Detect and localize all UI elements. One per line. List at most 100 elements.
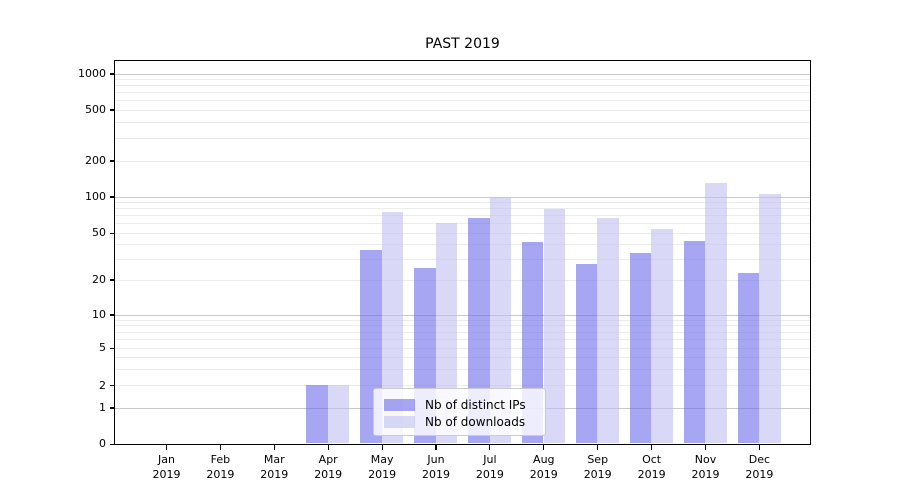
x-tick-label-nov: Nov 2019 (683, 452, 729, 482)
bar-downloads-jul (489, 196, 512, 444)
bar-distinct-ips-dec (737, 272, 760, 444)
gridline-y-90 (115, 202, 810, 204)
x-tick-mark-jun (435, 445, 437, 450)
x-tick-year: 2019 (152, 468, 181, 481)
gridline-y-80 (115, 208, 810, 210)
y-tick-mark-10 (109, 314, 114, 316)
bar-downloads-oct (651, 228, 673, 444)
gridline-y-10 (115, 314, 810, 316)
x-tick-label-sep: Sep 2019 (575, 452, 621, 482)
y-tick-mark-20 (109, 279, 114, 281)
x-tick-label-jun: Jun 2019 (413, 452, 459, 482)
x-tick-mark-jul (489, 445, 491, 450)
gridline-y-30 (115, 259, 810, 261)
bar-distinct-ips-nov (683, 240, 706, 444)
x-tick-year: 2019 (529, 468, 558, 481)
x-tick-label-dec: Dec 2019 (736, 452, 782, 482)
x-tick-mark-dec (758, 445, 760, 450)
x-tick-mark-oct (651, 445, 653, 450)
x-tick-mark-aug (543, 445, 545, 450)
gridline-y-1000 (115, 73, 810, 75)
x-tick-label-may: May 2019 (359, 452, 405, 482)
y-tick-mark-2 (109, 385, 114, 387)
gridline-y-400 (115, 122, 810, 124)
x-tick-year: 2019 (583, 468, 612, 481)
gridline-y-500 (115, 109, 810, 111)
y-tick-mark-500 (109, 109, 114, 111)
x-tick-month: Mar (263, 453, 285, 466)
y-tick-label-2: 2 (99, 378, 106, 392)
x-tick-month: Oct (642, 453, 662, 466)
x-tick-mark-mar (273, 445, 275, 450)
x-tick-month: Jul (483, 453, 497, 466)
x-tick-mark-nov (704, 445, 707, 450)
x-tick-year: 2019 (206, 468, 235, 481)
y-tick-mark-1000 (109, 73, 114, 75)
y-tick-label-100: 100 (85, 190, 106, 203)
legend-swatch-downloads (384, 416, 415, 428)
x-tick-year: 2019 (745, 468, 774, 481)
bar-distinct-ips-jul (468, 217, 490, 444)
x-tick-label-oct: Oct 2019 (629, 452, 675, 482)
gridline-y-20 (115, 279, 810, 281)
gridline-y-6 (115, 339, 810, 341)
legend-item-distinct-ips: Nb of distinct IPs (384, 398, 526, 412)
gridline-y-600 (115, 100, 810, 102)
bar-distinct-ips-apr (306, 385, 328, 444)
gridline-y-7 (115, 331, 810, 333)
gridline-y-40 (115, 244, 810, 246)
legend-label-downloads: Nb of downloads (425, 415, 526, 429)
x-tick-year: 2019 (422, 468, 450, 481)
bar-distinct-ips-sep (575, 264, 598, 444)
bar-downloads-apr (327, 385, 350, 444)
x-tick-year: 2019 (475, 468, 504, 481)
legend-item-downloads: Nb of downloads (384, 415, 525, 429)
y-tick-label-10: 10 (92, 308, 106, 321)
x-tick-month: Jun (427, 453, 445, 466)
gridline-y-900 (115, 79, 810, 81)
gridline-y-60 (115, 223, 810, 225)
y-tick-label-200: 200 (85, 154, 106, 167)
y-tick-mark-200 (109, 160, 114, 162)
y-tick-mark-50 (109, 232, 114, 234)
bar-downloads-dec (759, 194, 781, 444)
x-tick-year: 2019 (691, 468, 720, 481)
y-tick-label-0: 0 (99, 437, 106, 451)
x-tick-month: Dec (748, 453, 771, 466)
x-tick-year: 2019 (314, 468, 343, 481)
x-tick-month: Aug (533, 453, 555, 466)
bar-distinct-ips-oct (629, 252, 652, 444)
x-tick-month: May (370, 453, 394, 466)
gridline-y-700 (115, 92, 810, 94)
x-tick-month: Nov (694, 453, 717, 466)
x-tick-mark-may (381, 445, 383, 450)
x-tick-mark-apr (327, 445, 329, 450)
bar-downloads-may (381, 212, 404, 444)
y-tick-label-1: 1 (99, 401, 106, 414)
legend-swatch-distinct-ips (384, 399, 415, 411)
x-tick-month: Sep (587, 453, 609, 466)
gridline-y-100 (115, 196, 810, 198)
bar-downloads-nov (705, 183, 727, 444)
y-tick-mark-1 (109, 407, 114, 409)
gridline-y-800 (115, 85, 810, 87)
legend-label-distinct-ips: Nb of distinct IPs (425, 398, 526, 412)
chart-title: PAST 2019 (425, 36, 500, 52)
gridline-y-70 (115, 215, 810, 217)
x-tick-label-jan: Jan 2019 (144, 452, 190, 482)
bar-downloads-sep (597, 217, 619, 444)
gridline-y-4 (115, 357, 810, 359)
x-tick-year: 2019 (637, 468, 666, 481)
y-tick-label-50: 50 (92, 226, 106, 240)
gridline-y-3 (115, 368, 810, 370)
y-tick-label-20: 20 (92, 273, 106, 286)
gridline-y-8 (115, 325, 810, 327)
gridline-y-50 (115, 233, 810, 234)
y-tick-mark-100 (109, 196, 114, 198)
gridline-y-5 (115, 348, 810, 349)
y-tick-mark-0 (109, 443, 114, 445)
x-tick-label-aug: Aug 2019 (521, 452, 567, 482)
gridline-y-2 (115, 385, 810, 387)
y-tick-label-5: 5 (99, 341, 106, 355)
